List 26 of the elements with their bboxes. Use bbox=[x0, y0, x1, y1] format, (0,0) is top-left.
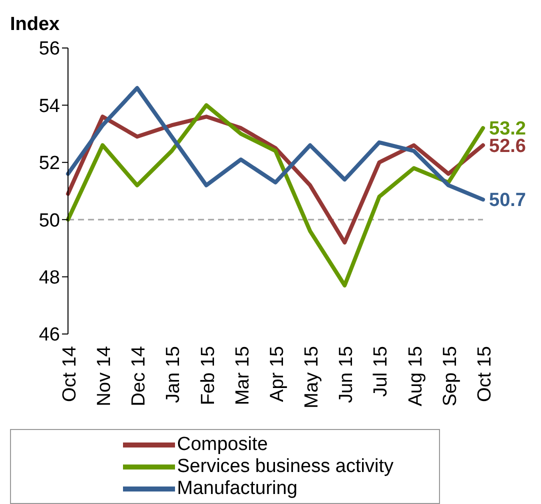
legend-label: Services business activity bbox=[177, 456, 394, 478]
y-tick-label: 46 bbox=[38, 324, 60, 346]
data-label: 50.7 bbox=[489, 190, 526, 212]
x-tick-label: Jul 15 bbox=[370, 346, 392, 397]
x-tick-label: Oct 14 bbox=[59, 346, 80, 402]
x-tick-label: Mar 15 bbox=[232, 346, 254, 406]
line-series bbox=[66, 86, 485, 202]
y-tick-label: 56 bbox=[38, 38, 60, 60]
x-tick-label: Sep 15 bbox=[440, 346, 461, 406]
y-tick-label: 50 bbox=[38, 210, 60, 232]
y-axis-title: Index bbox=[10, 14, 60, 36]
x-tick-label: Aug 15 bbox=[405, 346, 426, 406]
x-tick-label: Dec 14 bbox=[128, 346, 150, 406]
legend-label: Composite bbox=[177, 434, 268, 456]
x-tick-label: Nov 14 bbox=[94, 346, 116, 406]
line-series bbox=[66, 103, 485, 288]
x-tick-label: May 15 bbox=[302, 346, 323, 408]
x-tick-label: Jun 15 bbox=[336, 346, 358, 404]
y-tick-label: 52 bbox=[38, 153, 60, 174]
x-tick-label: Feb 15 bbox=[198, 346, 219, 406]
x-tick-label: Oct 15 bbox=[474, 346, 496, 402]
x-tick-label: Apr 15 bbox=[266, 346, 288, 402]
legend-label: Manufacturing bbox=[177, 478, 298, 500]
y-tick-label: 54 bbox=[38, 96, 60, 117]
x-tick-label: Jan 15 bbox=[163, 346, 184, 404]
y-tick-label: 48 bbox=[38, 268, 60, 289]
